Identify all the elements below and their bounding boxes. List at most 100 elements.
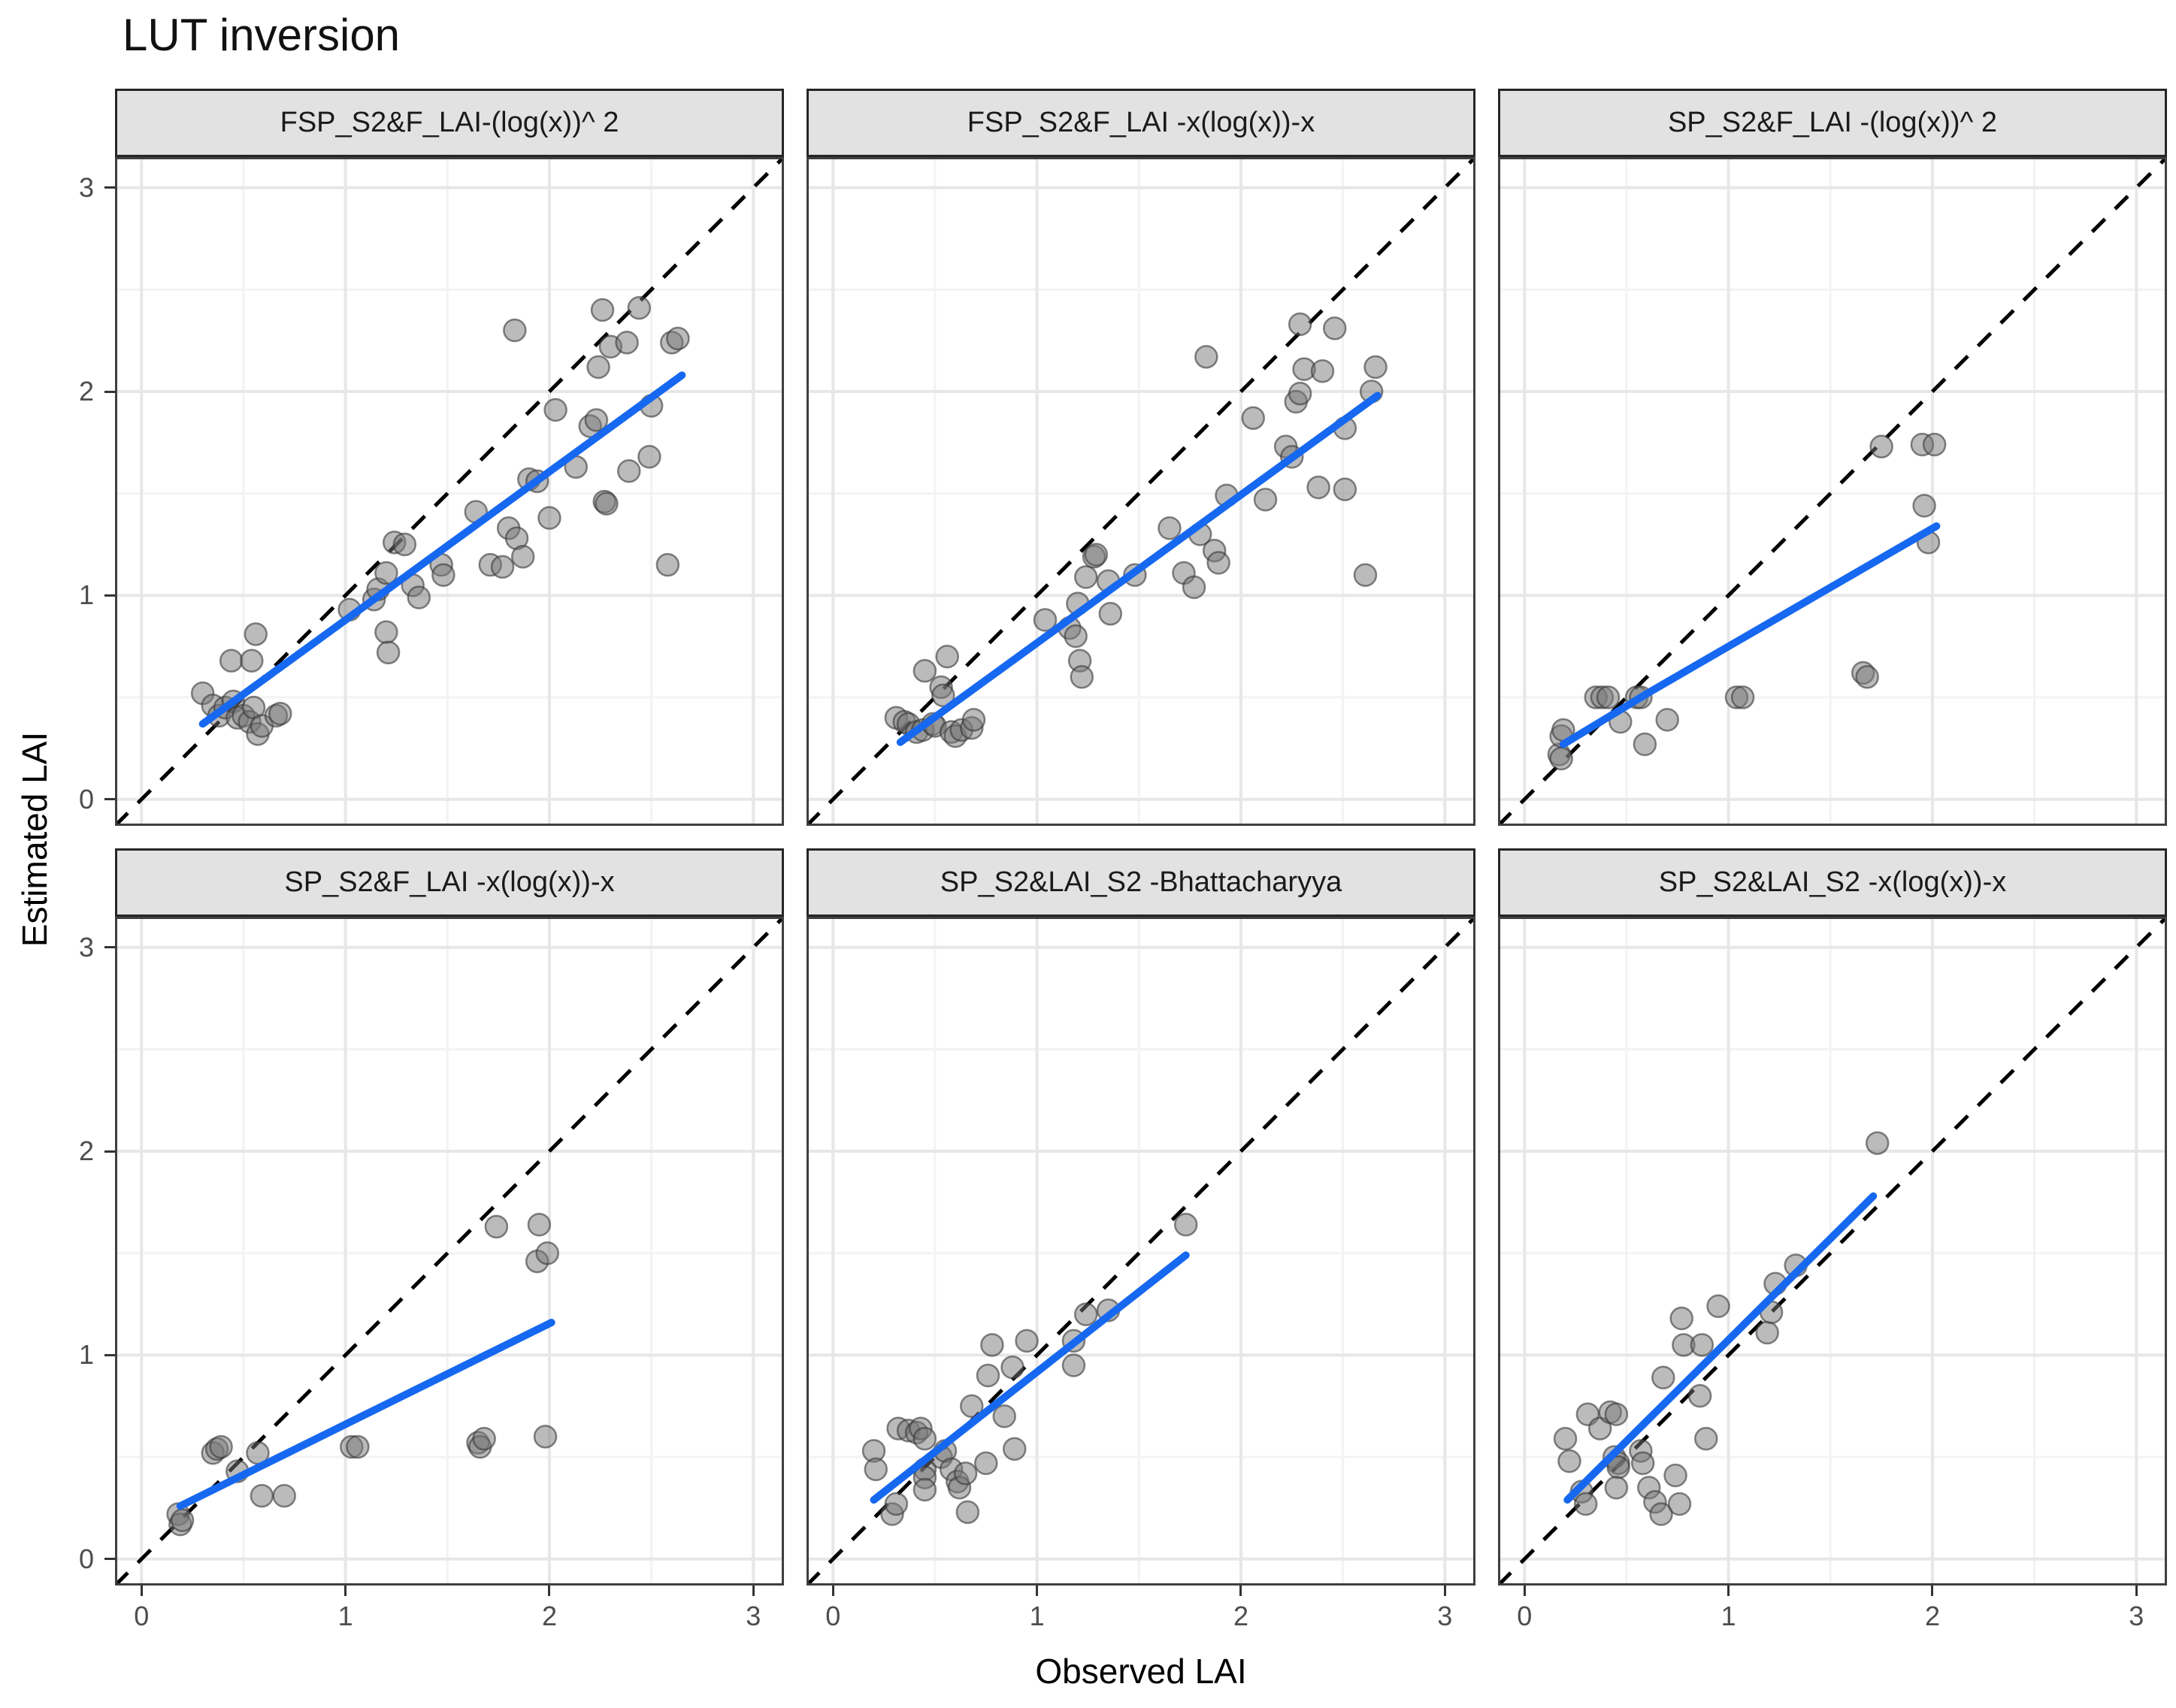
data-point bbox=[490, 555, 515, 579]
data-point bbox=[1070, 665, 1094, 689]
scatter-panel-5 bbox=[805, 915, 1477, 1587]
facet-strip-2: FSP_S2&F_LAI -x(log(x))-x bbox=[807, 89, 1475, 157]
data-point bbox=[992, 1404, 1016, 1428]
data-point bbox=[1706, 1294, 1730, 1319]
x-tick-label: 3 bbox=[2129, 1601, 2144, 1631]
trend-line bbox=[870, 1251, 1190, 1504]
data-point bbox=[1694, 1426, 1718, 1451]
x-tick-label: 2 bbox=[1233, 1601, 1248, 1631]
y-tick-mark bbox=[104, 390, 115, 393]
data-point bbox=[1912, 494, 1936, 518]
identity-line bbox=[113, 915, 785, 1587]
data-point bbox=[1288, 312, 1312, 337]
panel-svg bbox=[113, 915, 785, 1587]
identity-line bbox=[805, 915, 1477, 1587]
x-tick-label: 2 bbox=[541, 1601, 557, 1631]
y-tick-mark bbox=[104, 594, 115, 597]
y-tick-mark bbox=[104, 946, 115, 949]
trend-line bbox=[1563, 1192, 1878, 1504]
x-tick-mark bbox=[1036, 1586, 1039, 1596]
facet-strip-5: SP_S2&LAI_S2 -Bhattacharyya bbox=[807, 848, 1475, 917]
identity-line bbox=[805, 156, 1477, 827]
y-tick-mark bbox=[104, 1353, 115, 1356]
y-tick-label: 2 bbox=[78, 376, 95, 407]
trend-line bbox=[198, 371, 686, 728]
trend-line bbox=[896, 391, 1382, 746]
data-point bbox=[1000, 1355, 1024, 1380]
data-point bbox=[961, 708, 986, 732]
data-point bbox=[407, 585, 431, 609]
data-point bbox=[974, 1451, 998, 1475]
data-point bbox=[1649, 1502, 1673, 1526]
data-point bbox=[1098, 602, 1123, 626]
data-point bbox=[1073, 1302, 1098, 1326]
y-tick-label: 3 bbox=[78, 931, 95, 963]
data-point bbox=[431, 563, 455, 587]
data-point bbox=[1206, 551, 1230, 575]
data-point bbox=[1651, 1365, 1675, 1389]
y-tick-label: 0 bbox=[78, 783, 95, 815]
y-tick-mark bbox=[104, 186, 115, 189]
data-point bbox=[1353, 563, 1378, 587]
y-tick-label: 2 bbox=[78, 1135, 95, 1167]
panel-svg bbox=[805, 915, 1477, 1587]
data-point bbox=[1865, 1131, 1890, 1155]
x-tick-label: 1 bbox=[337, 1601, 353, 1631]
facet-strip-3: SP_S2&F_LAI -(log(x))^ 2 bbox=[1498, 89, 2167, 157]
data-point bbox=[1084, 543, 1109, 567]
facet-strip-label: SP_S2&LAI_S2 -x(log(x))-x bbox=[1658, 866, 2007, 898]
data-point bbox=[976, 1363, 1000, 1388]
data-point bbox=[912, 659, 937, 683]
data-point bbox=[1310, 359, 1335, 383]
x-tick-label: 0 bbox=[1517, 1601, 1533, 1631]
identity-line bbox=[113, 156, 785, 827]
data-point bbox=[615, 331, 639, 355]
data-point bbox=[503, 318, 527, 343]
y-tick-label: 3 bbox=[78, 171, 95, 203]
data-point bbox=[584, 408, 609, 432]
data-point bbox=[666, 326, 690, 351]
data-point bbox=[1288, 382, 1312, 406]
data-point bbox=[510, 545, 535, 569]
data-point bbox=[170, 1508, 195, 1532]
x-tick-mark bbox=[831, 1586, 834, 1596]
facet-strip-1: FSP_S2&F_LAI-(log(x))^ 2 bbox=[115, 89, 784, 157]
y-tick-mark bbox=[104, 1558, 115, 1561]
data-point bbox=[1663, 1463, 1687, 1488]
data-point bbox=[374, 561, 398, 585]
data-point bbox=[1604, 1476, 1629, 1500]
figure-title: LUT inversion bbox=[123, 10, 401, 60]
x-tick-label: 3 bbox=[1437, 1601, 1453, 1631]
data-point bbox=[1306, 475, 1330, 500]
identity-line bbox=[1497, 156, 2168, 827]
scatter-panel-6 bbox=[1497, 915, 2168, 1587]
y-tick-mark bbox=[104, 1150, 115, 1153]
data-point bbox=[1667, 1492, 1692, 1516]
data-point bbox=[627, 296, 652, 320]
data-point bbox=[1033, 608, 1058, 632]
panel-svg bbox=[113, 156, 785, 827]
facet-strip-label: FSP_S2&F_LAI -x(log(x))-x bbox=[967, 107, 1315, 138]
scatter-panel-3 bbox=[1497, 156, 2168, 827]
data-point bbox=[1003, 1437, 1027, 1461]
data-point bbox=[240, 648, 264, 673]
data-point bbox=[1557, 1449, 1581, 1474]
data-point bbox=[527, 1212, 552, 1237]
data-point bbox=[1173, 1212, 1198, 1237]
data-point bbox=[617, 459, 641, 483]
data-point bbox=[1690, 1333, 1714, 1357]
trend-line bbox=[1559, 522, 1941, 748]
data-point bbox=[1730, 685, 1755, 709]
x-tick-mark bbox=[1443, 1586, 1446, 1596]
data-point bbox=[472, 1426, 496, 1451]
data-point bbox=[1596, 685, 1621, 709]
data-point bbox=[864, 1457, 888, 1482]
facet-strip-label: SP_S2&F_LAI -(log(x))^ 2 bbox=[1667, 107, 1998, 138]
data-point bbox=[374, 620, 398, 644]
data-point bbox=[980, 1333, 1004, 1357]
x-tick-label: 3 bbox=[746, 1601, 761, 1631]
panel-svg bbox=[1497, 156, 2168, 827]
data-point bbox=[590, 298, 615, 322]
data-point bbox=[244, 622, 268, 646]
data-point bbox=[1922, 432, 1947, 457]
